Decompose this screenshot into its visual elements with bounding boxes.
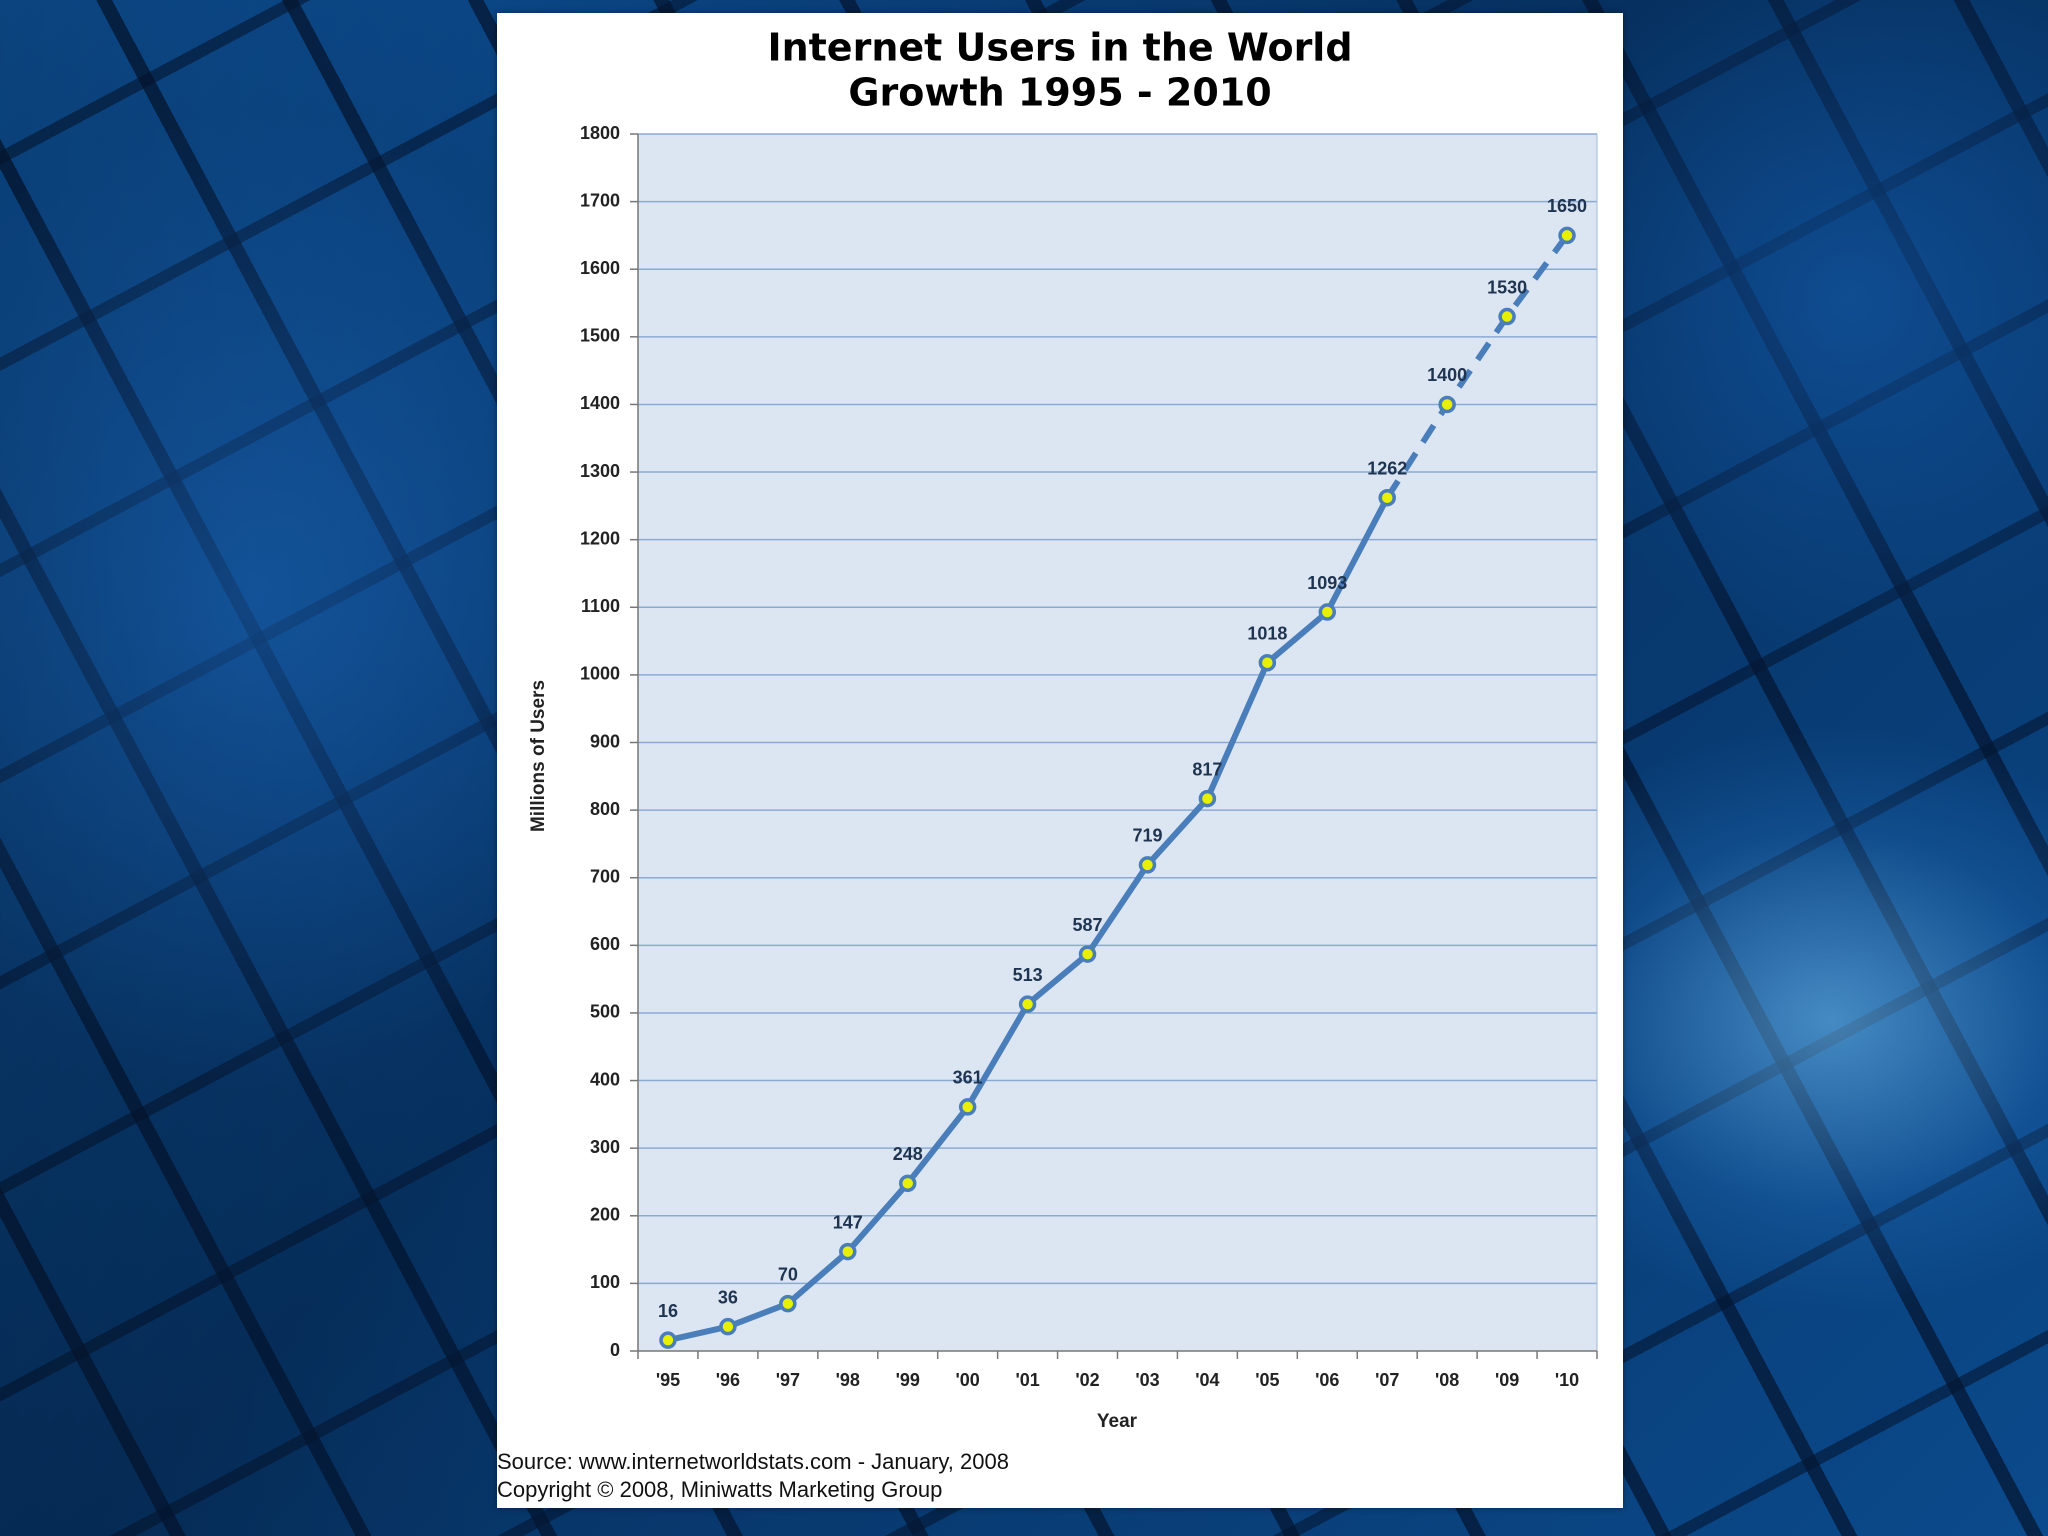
x-tick-label: '04 (1195, 1370, 1219, 1390)
data-label: 16 (658, 1301, 678, 1321)
x-tick-label: '97 (776, 1370, 800, 1390)
y-tick-label: 0 (610, 1340, 620, 1360)
y-axis-title: Millions of Users (528, 680, 549, 832)
x-tick-label: '96 (716, 1370, 740, 1390)
x-tick-label: '98 (836, 1370, 860, 1390)
data-label: 248 (893, 1144, 923, 1164)
data-label: 1018 (1247, 623, 1287, 643)
data-point (719, 1317, 737, 1336)
data-points (659, 226, 1576, 1349)
data-point (898, 1174, 917, 1193)
chart-panel: Internet Users in the World Growth 1995 … (497, 13, 1623, 1508)
y-tick-label: 200 (590, 1205, 620, 1225)
data-label: 1530 (1487, 277, 1527, 297)
data-point (659, 1331, 677, 1349)
y-tick-label: 300 (590, 1137, 620, 1157)
line-chart: Internet Users in the World Growth 1995 … (528, 26, 1598, 1432)
x-tick-label: '07 (1375, 1370, 1399, 1390)
x-tick-label: '03 (1135, 1370, 1159, 1390)
x-tick-label: '09 (1495, 1370, 1519, 1390)
y-axis: 0 100 200 300 400 500 600 700 800 900 1000 1100 1200… (580, 123, 1598, 1360)
y-tick-label: 1200 (580, 528, 620, 548)
y-tick-label: 1100 (581, 596, 620, 616)
x-tick-label: '02 (1075, 1370, 1099, 1390)
y-tick-label: 1500 (580, 326, 620, 346)
source-note: Source: www.internetworldstats.com - Jan… (497, 1449, 1009, 1474)
data-label: 513 (1013, 965, 1043, 985)
y-tick-label: 400 (590, 1069, 620, 1089)
data-point (1138, 856, 1157, 874)
data-labels: 16 36 70 147 248 361 513 587 719 817 1018 1093 1262 1… (658, 196, 1587, 1321)
data-label: 1400 (1427, 365, 1467, 385)
gridlines (638, 133, 1597, 1285)
y-tick-label: 700 (590, 866, 620, 886)
x-axis-title: Year (1097, 1411, 1138, 1432)
x-tick-label: '95 (656, 1370, 680, 1390)
data-point (1318, 603, 1337, 621)
data-label: 1262 (1367, 458, 1407, 478)
data-point (779, 1294, 797, 1313)
background-image (0, 0, 497, 1536)
data-label: 817 (1192, 759, 1222, 779)
y-tick-label: 1700 (580, 190, 620, 210)
x-tick-label: '05 (1255, 1370, 1279, 1390)
x-axis: '95 '96 '97 '98 '99 '00 '01 '02 '03 '04 '05 '06 '07 '… (637, 1350, 1598, 1390)
copyright-note: Copyright © 2008, Miniwatts Marketing Gr… (497, 1477, 943, 1502)
data-label: 587 (1073, 915, 1103, 935)
x-tick-label: '99 (896, 1370, 920, 1390)
data-point (839, 1242, 857, 1261)
y-tick-label: 900 (590, 731, 620, 751)
y-tick-label: 1300 (580, 461, 620, 481)
data-label: 70 (778, 1264, 798, 1284)
data-label: 147 (833, 1212, 863, 1232)
data-point (1258, 653, 1277, 672)
y-tick-label: 1800 (580, 123, 620, 143)
data-point (1558, 226, 1576, 245)
y-tick-label: 1000 (580, 664, 620, 684)
x-tick-label: '08 (1435, 1370, 1459, 1390)
data-point (1018, 995, 1037, 1013)
chart-subtitle: Growth 1995 - 2010 (848, 71, 1271, 115)
x-tick-label: '00 (956, 1370, 980, 1390)
y-tick-label: 800 (590, 799, 620, 819)
data-label: 361 (953, 1068, 983, 1088)
chart-title: Internet Users in the World (767, 26, 1352, 70)
data-point (1438, 395, 1456, 414)
series-line-projected (1384, 233, 1570, 500)
x-tick-label: '01 (1015, 1370, 1039, 1390)
data-point (958, 1098, 977, 1116)
x-tick-label: '06 (1315, 1370, 1339, 1390)
x-tick-label: '10 (1555, 1370, 1579, 1390)
data-label: 719 (1132, 826, 1162, 846)
data-label: 1650 (1547, 196, 1587, 216)
data-label: 36 (718, 1287, 738, 1307)
y-tick-label: 600 (590, 934, 620, 954)
y-tick-label: 100 (590, 1272, 620, 1292)
y-tick-label: 1600 (580, 258, 620, 278)
y-tick-label: 500 (590, 1002, 620, 1022)
data-label: 1093 (1307, 573, 1347, 593)
data-point (1498, 307, 1516, 326)
data-point (1078, 945, 1097, 963)
data-point (1198, 789, 1217, 808)
data-point (1378, 488, 1396, 507)
y-tick-label: 1400 (580, 393, 620, 413)
